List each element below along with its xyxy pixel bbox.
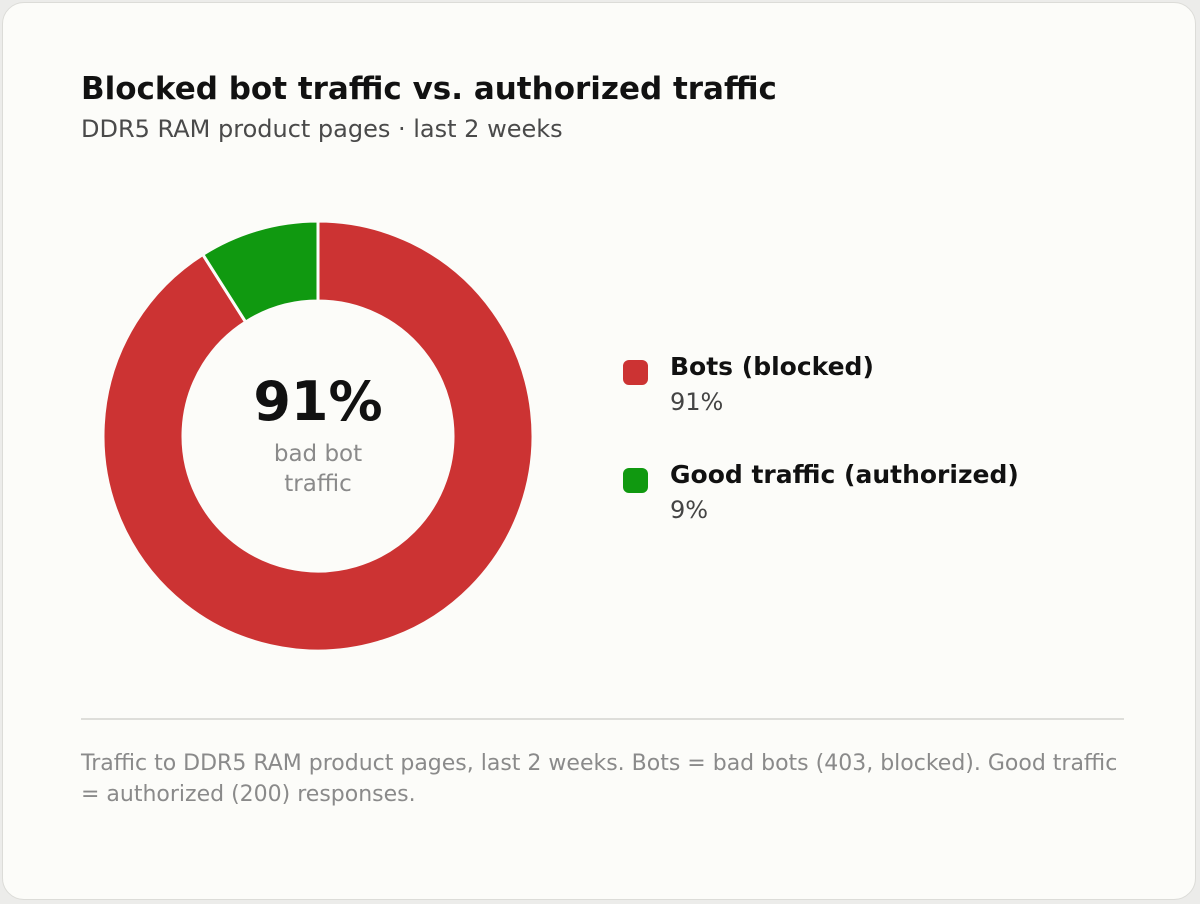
legend-label-bots: Bots (blocked) — [670, 352, 874, 381]
legend-swatch-good-traffic — [623, 468, 648, 493]
footnote: Traffic to DDR5 RAM product pages, last … — [81, 751, 1118, 807]
donut-slice-bots — [101, 219, 535, 653]
legend-label-good-traffic: Good traffic (authorized) — [670, 460, 1019, 489]
center-percentage: 91% — [253, 370, 382, 433]
legend-value-good-traffic: 9% — [670, 496, 709, 524]
donut-slice-good-traffic — [201, 219, 320, 324]
chart-title: Blocked bot traffic vs. authorized traff… — [81, 71, 777, 107]
center-label-line1: bad bot — [274, 441, 362, 467]
chart-subtitle: DDR5 RAM product pages · last 2 weeks — [81, 115, 563, 143]
legend-item-bots: Bots (blocked) 91% — [623, 349, 1019, 419]
donut-slices — [101, 219, 535, 653]
divider — [81, 718, 1124, 720]
center-label-line2: traffic — [284, 471, 351, 497]
chart-legend: Bots (blocked) 91% Good traffic (authori… — [623, 349, 1019, 565]
legend-item-good-traffic: Good traffic (authorized) 9% — [623, 457, 1019, 527]
legend-value-bots: 91% — [670, 388, 724, 416]
donut-chart: 91% bad bot traffic — [101, 219, 535, 653]
legend-swatch-bots — [623, 360, 648, 385]
